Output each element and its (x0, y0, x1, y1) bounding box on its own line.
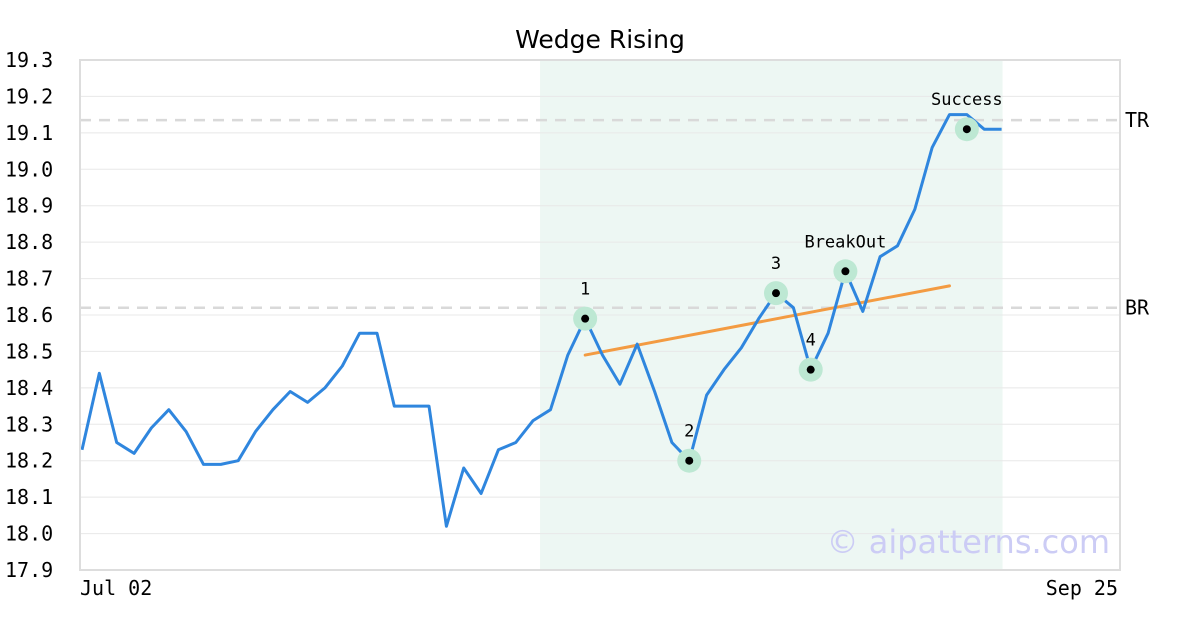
y-tick-label: 17.9 (5, 558, 53, 582)
y-tick-label: 19.1 (5, 121, 53, 145)
marker-dot-4 (806, 365, 815, 374)
x-tick-label: Jul 02 (80, 576, 152, 600)
y-tick-label: 19.0 (5, 157, 53, 181)
marker-dot-success (962, 125, 971, 134)
y-tick-label: 18.4 (5, 376, 53, 400)
watermark: © aipatterns.com (827, 523, 1110, 561)
y-tick-label: 18.1 (5, 485, 53, 509)
marker-label-2: 2 (684, 422, 694, 442)
y-tick-label: 18.7 (5, 267, 53, 291)
marker-label-success: Success (931, 90, 1003, 110)
marker-dot-2 (685, 456, 694, 465)
y-tick-label: 18.9 (5, 194, 53, 218)
marker-label-breakout: BreakOut (804, 232, 886, 252)
y-tick-label: 18.0 (5, 522, 53, 546)
x-tick-label: Sep 25 (1046, 576, 1118, 600)
reference-label-br: BR (1125, 296, 1150, 320)
y-tick-label: 18.5 (5, 339, 53, 363)
y-tick-label: 18.2 (5, 449, 53, 473)
y-tick-label: 19.3 (5, 48, 53, 72)
chart-title: Wedge Rising (515, 25, 685, 54)
marker-dot-breakout (841, 267, 850, 276)
marker-dot-3 (772, 289, 780, 298)
reference-label-tr: TR (1125, 108, 1150, 132)
marker-label-1: 1 (580, 280, 590, 300)
y-tick-label: 18.6 (5, 303, 53, 327)
plot-frame (79, 59, 1121, 571)
wedge-trend-line (583, 284, 951, 357)
y-tick-label: 19.2 (5, 84, 53, 108)
marker-dot-1 (581, 314, 590, 323)
marker-label-4: 4 (806, 331, 816, 351)
y-tick-label: 18.8 (5, 230, 53, 254)
marker-label-3: 3 (771, 254, 781, 274)
y-tick-label: 18.3 (5, 412, 53, 436)
